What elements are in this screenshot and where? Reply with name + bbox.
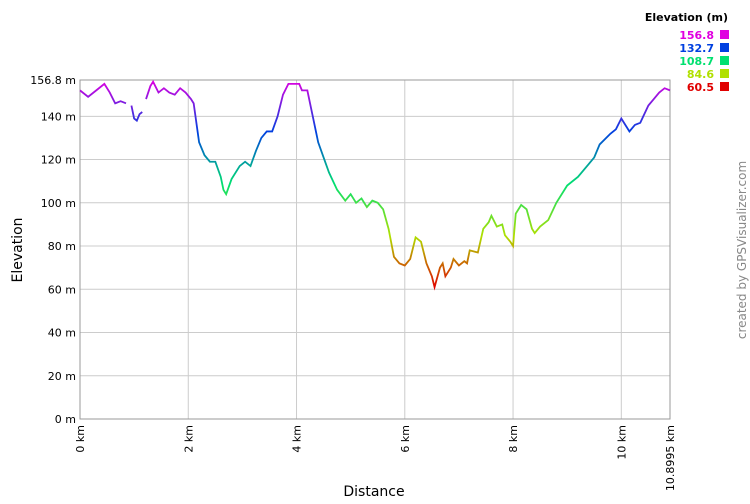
legend-value: 84.6: [687, 68, 714, 81]
x-tick-label: 6 km: [399, 425, 412, 453]
y-tick-label: 40 m: [48, 327, 76, 340]
x-tick-label: 4 km: [291, 425, 304, 453]
x-tick-label: 0 km: [74, 425, 87, 453]
x-axis-label: Distance: [343, 484, 404, 500]
x-tick-label: 10 km: [615, 425, 628, 460]
legend-value: 60.5: [687, 81, 714, 94]
legend-swatch: [720, 82, 729, 91]
legend-swatch: [720, 43, 729, 52]
y-tick-label: 0 m: [55, 413, 76, 426]
y-axis-label: Elevation: [10, 217, 26, 282]
y-tick-label: 20 m: [48, 370, 76, 383]
x-tick-label: 10.8995 km: [664, 425, 677, 491]
legend-swatch: [720, 69, 729, 78]
y-tick-label: 80 m: [48, 240, 76, 253]
y-tick-label: 60 m: [48, 283, 76, 296]
legend-value: 132.7: [679, 42, 714, 55]
y-tick-label: 140 m: [41, 110, 76, 123]
elevation-line: [79, 79, 671, 291]
watermark: created by GPSVisualizer.com: [735, 161, 749, 339]
legend-title: Elevation (m): [645, 11, 728, 24]
x-tick-label: 8 km: [507, 425, 520, 453]
legend-swatch: [720, 56, 729, 65]
legend-value: 156.8: [679, 29, 714, 42]
y-tick-label: 100 m: [41, 197, 76, 210]
plot-border: [79, 79, 671, 420]
y-tick-label: 156.8 m: [30, 74, 76, 87]
y-tick-label: 120 m: [41, 154, 76, 167]
legend-swatch: [720, 30, 729, 39]
x-tick-label: 2 km: [182, 425, 195, 453]
legend-value: 108.7: [679, 55, 714, 68]
